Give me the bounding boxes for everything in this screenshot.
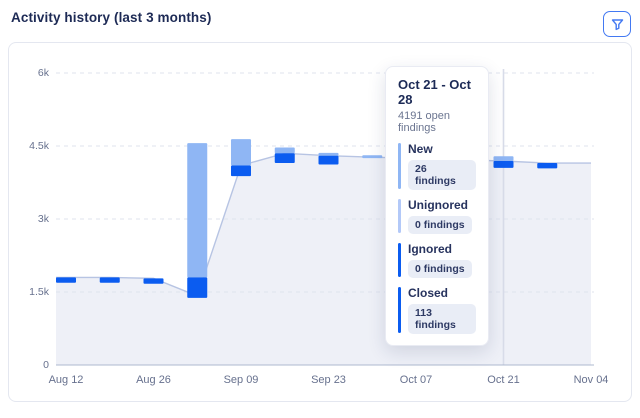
- tooltip-item: Closed 113 findings: [398, 286, 476, 334]
- tooltip-item-label: Unignored: [408, 198, 468, 212]
- x-axis-label: Aug 26: [136, 374, 171, 386]
- closed-findings-bar[interactable]: [274, 153, 295, 164]
- y-axis-label: 1.5k: [29, 286, 49, 298]
- open-findings-area: [56, 153, 591, 365]
- chart-tooltip: Oct 21 - Oct 28 4191 open findings New 26…: [385, 66, 489, 346]
- y-axis-label: 3k: [37, 213, 49, 225]
- tooltip-item-count-badge: 113 findings: [408, 304, 476, 334]
- tooltip-item-count-badge: 0 findings: [408, 216, 472, 234]
- closed-findings-bar[interactable]: [187, 277, 208, 298]
- x-axis-label: Oct 07: [399, 374, 433, 386]
- tooltip-item-color-bar: [398, 143, 401, 189]
- x-axis-label: Sep 23: [311, 374, 346, 386]
- closed-findings-bar[interactable]: [318, 155, 339, 165]
- new-findings-bar[interactable]: [318, 152, 339, 156]
- tooltip-title: Oct 21 - Oct 28: [398, 77, 471, 107]
- tooltip-item-count-badge: 26 findings: [408, 160, 476, 190]
- y-axis-label: 6k: [37, 67, 49, 79]
- tooltip-item-label: Ignored: [408, 242, 452, 256]
- new-findings-bar[interactable]: [274, 147, 295, 154]
- tooltip-item: Unignored 0 findings: [398, 198, 476, 234]
- activity-chart[interactable]: [9, 43, 633, 403]
- x-axis-label: Oct 21: [487, 374, 520, 386]
- new-findings-bar[interactable]: [362, 155, 383, 159]
- new-findings-bar[interactable]: [493, 156, 514, 162]
- tooltip-item-color-bar: [398, 243, 401, 277]
- new-findings-bar[interactable]: [231, 139, 251, 166]
- filter-funnel-icon: [611, 18, 623, 30]
- closed-findings-bar[interactable]: [231, 165, 251, 177]
- tooltip-item: Ignored 0 findings: [398, 242, 476, 278]
- chart-card: 6k 4.5k 3k 1.5k 0 Aug 12 Aug 26 Sep 09 Sep 23 Oc…: [8, 42, 632, 402]
- tooltip-item-label: Closed: [408, 286, 449, 300]
- tooltip-items: New 26 findings Unignored 0 findings Ignored…: [398, 142, 476, 334]
- closed-findings-bar[interactable]: [537, 163, 558, 169]
- y-axis-label: 0: [43, 359, 49, 371]
- closed-findings-bar[interactable]: [493, 161, 514, 168]
- y-axis-label: 4.5k: [29, 140, 49, 152]
- closed-findings-bar[interactable]: [56, 277, 76, 283]
- tooltip-item-label: New: [408, 142, 433, 156]
- closed-findings-bar[interactable]: [143, 278, 164, 284]
- tooltip-item-color-bar: [398, 199, 401, 233]
- page-title: Activity history (last 3 months): [11, 10, 212, 25]
- tooltip-item: New 26 findings: [398, 142, 476, 190]
- tooltip-item-color-bar: [398, 287, 401, 333]
- tooltip-item-count-badge: 0 findings: [408, 260, 472, 278]
- x-axis-label: Aug 12: [48, 374, 84, 386]
- new-findings-bar[interactable]: [187, 143, 208, 278]
- x-axis-label: Sep 09: [223, 374, 259, 386]
- x-axis-label: Nov 04: [573, 374, 609, 386]
- closed-findings-bar[interactable]: [99, 277, 120, 283]
- tooltip-subtitle: 4191 open findings: [398, 110, 450, 134]
- filter-button[interactable]: [603, 11, 631, 37]
